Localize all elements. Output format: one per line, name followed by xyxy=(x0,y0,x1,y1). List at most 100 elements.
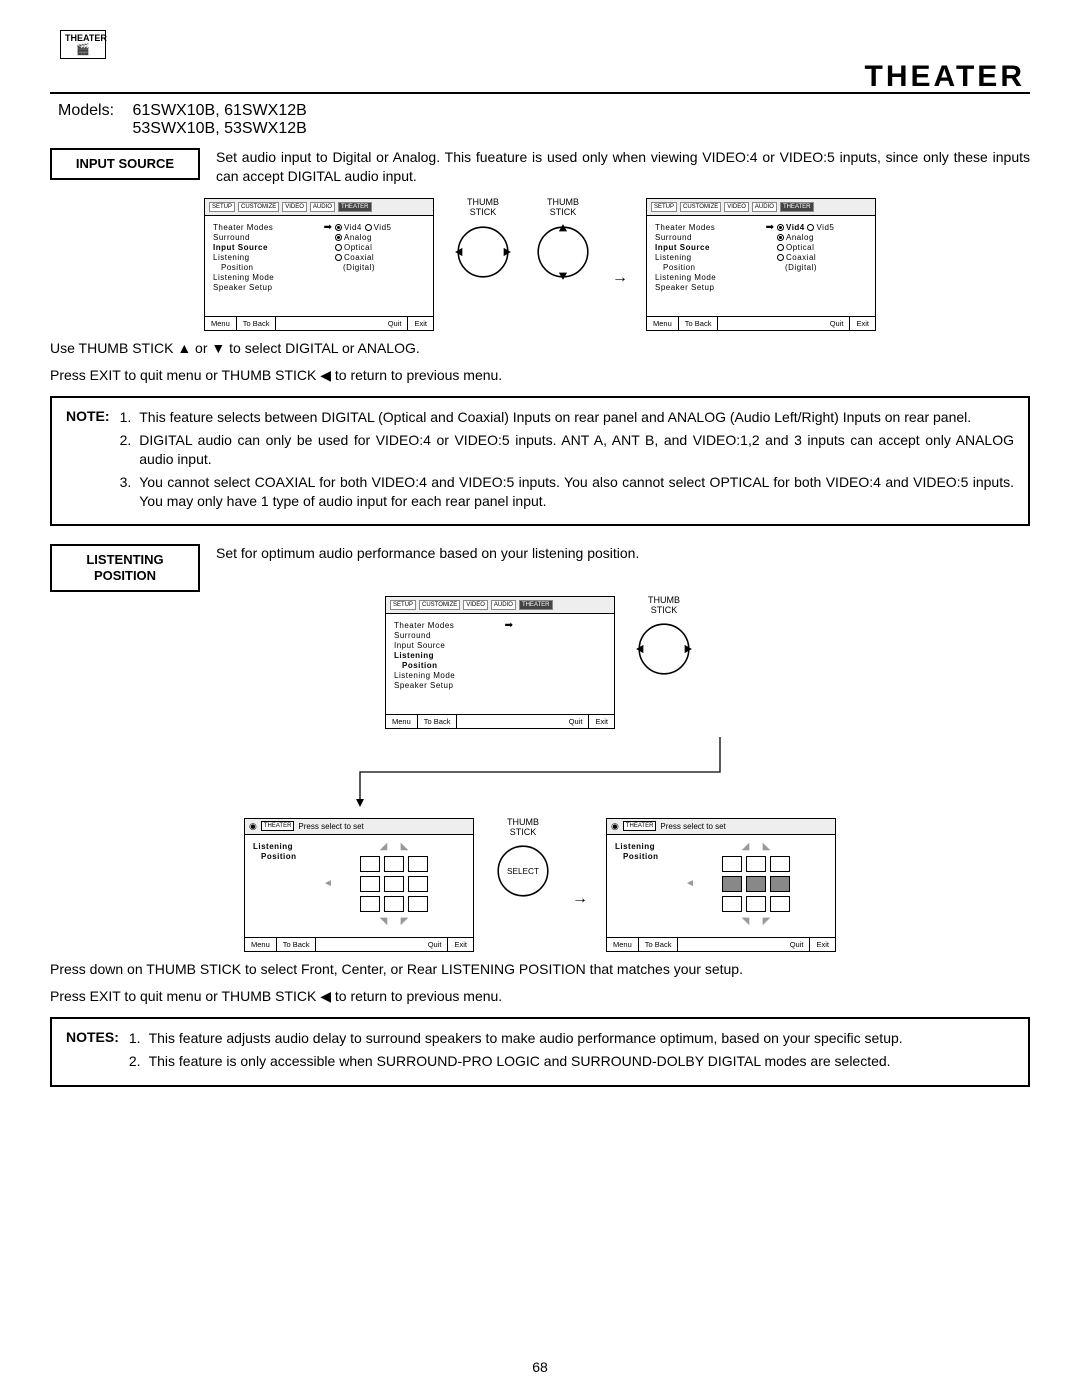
lp-screen-2: ◉ THEATER Press select to set Listening … xyxy=(606,818,836,952)
note-box-1: NOTE: 1.This feature selects between DIG… xyxy=(50,396,1030,526)
badge-text: THEATER xyxy=(65,33,101,43)
thumbstick-icon xyxy=(532,221,594,283)
osd-option-row: Analog xyxy=(777,233,867,242)
press-select-text: Press select to set xyxy=(298,822,363,831)
osd-menu-item: Input Source xyxy=(394,641,502,650)
osd-menu-item: Position xyxy=(394,661,502,670)
osd-tab-icon: THEATER xyxy=(519,600,553,610)
osd-option-row: Analog xyxy=(335,233,425,242)
osd-screen-3: SETUPCUSTOMIZEVIDEOAUDIOTHEATER Theater … xyxy=(385,596,615,729)
flow-arrow-icon: → xyxy=(572,862,588,908)
press-select-text: Press select to set xyxy=(660,822,725,831)
instruction-text: Use THUMB STICK ▲ or ▼ to select DIGITAL… xyxy=(50,339,1030,359)
menu-btn: Menu xyxy=(647,317,679,330)
osd-tab-icon: VIDEO xyxy=(724,202,749,212)
osd-menu-item: Input Source xyxy=(213,243,321,252)
input-source-label: INPUT SOURCE xyxy=(50,148,200,180)
osd-option-sub: (Digital) xyxy=(777,263,867,272)
osd-icon-bar: SETUPCUSTOMIZEVIDEOAUDIOTHEATER xyxy=(386,597,614,614)
exit-btn: Exit xyxy=(448,938,473,951)
flow-connector xyxy=(50,737,1030,810)
note-item: 2.DIGITAL audio can only be used for VID… xyxy=(120,431,1014,469)
osd-menu-item: Listening xyxy=(213,253,321,262)
theater-badge: THEATER 🎬 xyxy=(60,30,106,59)
osd-footer: Menu To Back Quit Exit xyxy=(386,714,614,728)
back-btn: To Back xyxy=(237,317,277,330)
quit-btn: Quit xyxy=(382,317,409,330)
thumb-stick-select: THUMBSTICK SELECT xyxy=(492,818,554,903)
listening-position-label: LISTENTINGPOSITION xyxy=(50,544,200,591)
note-item: 3.You cannot select COAXIAL for both VID… xyxy=(120,473,1014,511)
osd-option-row: Optical xyxy=(777,243,867,252)
menu-btn: Menu xyxy=(245,938,277,951)
thumb-stick-lr: THUMBSTICK xyxy=(452,198,514,283)
osd-menu-item: Listening Mode xyxy=(394,671,502,680)
osd-menu-item: Surround xyxy=(213,233,321,242)
thumb-label: THUMBSTICK xyxy=(648,596,680,616)
osd-tab-icon: CUSTOMIZE xyxy=(419,600,460,610)
flow-arrow-icon: → xyxy=(612,241,628,287)
exit-btn: Exit xyxy=(810,938,835,951)
osd-footer: Menu To Back Quit Exit xyxy=(607,937,835,951)
theater-tag: THEATER xyxy=(623,821,657,831)
input-source-desc: Set audio input to Digital or Analog. Th… xyxy=(216,148,1030,186)
thumb-label: THUMBSTICK xyxy=(547,198,579,218)
listening-position-desc: Set for optimum audio performance based … xyxy=(216,544,1030,563)
osd-tab-icon: AUDIO xyxy=(752,202,777,212)
osd-tab-icon: CUSTOMIZE xyxy=(238,202,279,212)
quit-btn: Quit xyxy=(563,715,590,728)
osd-footer: Menu To Back Quit Exit xyxy=(245,937,473,951)
lp-screen-1: ◉ THEATER Press select to set Listening … xyxy=(244,818,474,952)
osd-tab-icon: AUDIO xyxy=(491,600,516,610)
models-label: Models: xyxy=(58,102,114,119)
menu-btn: Menu xyxy=(205,317,237,330)
osd-menu-item: Theater Modes xyxy=(213,223,321,232)
osd-icon-bar: SETUPCUSTOMIZEVIDEOAUDIOTHEATER xyxy=(205,199,433,216)
osd-menu-item: Speaker Setup xyxy=(655,283,763,292)
right-arrow-icon: ➡ xyxy=(324,222,332,306)
theater-tag: THEATER xyxy=(261,821,295,831)
osd-menu-item: Theater Modes xyxy=(655,223,763,232)
page-title: THEATER xyxy=(865,60,1025,94)
back-btn: To Back xyxy=(679,317,719,330)
osd-menu-item: Input Source xyxy=(655,243,763,252)
osd-tab-icon: SETUP xyxy=(390,600,416,610)
right-arrow-icon: ➡ xyxy=(505,620,513,704)
osd-footer: Menu To Back Quit Exit xyxy=(205,316,433,330)
back-btn: To Back xyxy=(639,938,679,951)
thumbstick-icon xyxy=(633,618,695,680)
menu-btn: Menu xyxy=(386,715,418,728)
thumbstick-icon xyxy=(452,221,514,283)
osd-option-row: Coaxial xyxy=(777,253,867,262)
instruction-text: Press down on THUMB STICK to select Fron… xyxy=(50,960,1030,980)
listening-position-section: LISTENTINGPOSITION Set for optimum audio… xyxy=(50,544,1030,591)
osd-menu-item: Speaker Setup xyxy=(213,283,321,292)
page-number: 68 xyxy=(0,1359,1080,1375)
models-line1: 61SWX10B, 61SWX12B xyxy=(132,102,306,120)
exit-btn: Exit xyxy=(850,317,875,330)
back-btn: To Back xyxy=(277,938,317,951)
note-item: 2.This feature is only accessible when S… xyxy=(129,1052,1014,1071)
svg-text:SELECT: SELECT xyxy=(507,867,539,876)
osd-menu-item: Surround xyxy=(394,631,502,640)
osd-menu-item: Surround xyxy=(655,233,763,242)
lp-menu-item: Position xyxy=(253,852,323,861)
lp-menu-item: Listening xyxy=(615,842,685,851)
osd-menu-item: Position xyxy=(213,263,321,272)
thumb-label: THUMBSTICK xyxy=(507,818,539,838)
input-source-section: INPUT SOURCE Set audio input to Digital … xyxy=(50,148,1030,186)
osd-tab-icon: VIDEO xyxy=(463,600,488,610)
back-btn: To Back xyxy=(418,715,458,728)
thumbstick-select-icon: SELECT xyxy=(492,840,554,902)
osd-tab-icon: SETUP xyxy=(209,202,235,212)
note-label: NOTES: xyxy=(66,1029,119,1075)
osd-option-row: Optical xyxy=(335,243,425,252)
lp-menu-item: Position xyxy=(615,852,685,861)
menu-btn: Menu xyxy=(607,938,639,951)
osd-option-row: Vid4 Vid5 xyxy=(335,223,425,232)
lp-menu-item: Listening xyxy=(253,842,323,851)
thumb-stick-lr: THUMBSTICK xyxy=(633,596,695,681)
osd-menu-item: Theater Modes xyxy=(394,621,502,630)
osd-menu-item: Listening Mode xyxy=(213,273,321,282)
quit-btn: Quit xyxy=(784,938,811,951)
